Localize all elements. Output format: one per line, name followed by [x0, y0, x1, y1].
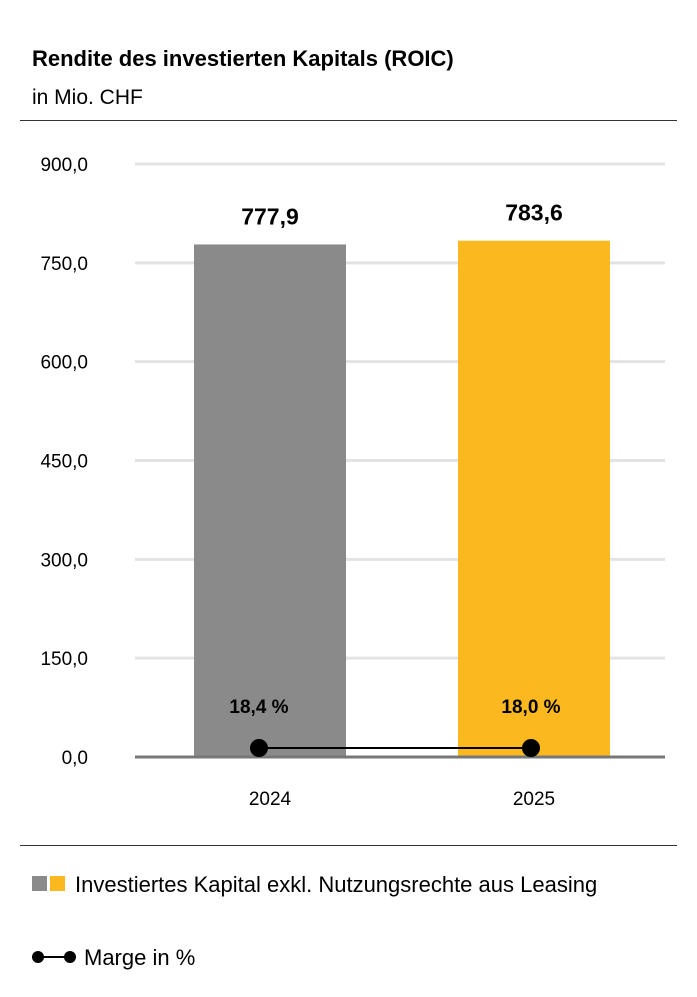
margin-label: 18,4 % [229, 697, 288, 718]
y-tick-label: 600,0 [40, 353, 88, 374]
chart-title: Rendite des investierten Kapitals (ROIC) [32, 46, 454, 71]
margin-line-series [250, 739, 540, 757]
y-axis-ticks: 0,0 150,0 300,0 450,0 600,0 750,0 900,0 [40, 155, 88, 769]
legend-swatch-gray [32, 876, 47, 891]
chart-subtitle: in Mio. CHF [32, 86, 143, 109]
margin-label: 18,0 % [501, 697, 560, 718]
margin-point-2025 [522, 739, 540, 757]
bar-2025 [458, 240, 610, 757]
x-tick-label: 2025 [513, 789, 555, 810]
y-tick-label: 300,0 [40, 550, 88, 571]
legend-line-label: Marge in % [84, 945, 196, 970]
legend-line: Marge in % [32, 945, 195, 971]
bar-value-label: 777,9 [241, 203, 299, 229]
roic-chart: 0,0 150,0 300,0 450,0 600,0 750,0 900,0 777,9 2… [40, 155, 665, 810]
x-tick-label: 2024 [249, 789, 292, 810]
y-tick-label: 750,0 [40, 254, 88, 275]
legend-bars: Investiertes Kapital exkl. Nutzungsrecht… [32, 868, 652, 902]
bar-value-label: 783,6 [505, 200, 563, 226]
legend-swatch-yellow [50, 876, 65, 891]
y-tick-label: 900,0 [40, 155, 88, 176]
y-tick-label: 0,0 [62, 748, 88, 769]
bottom-divider [20, 845, 677, 846]
y-tick-label: 150,0 [40, 649, 88, 670]
bar-2024 [194, 244, 346, 758]
data-labels: 777,9 2024 783,6 2025 18,4 % 18,0 % [229, 200, 562, 810]
bars [194, 240, 610, 758]
y-tick-label: 450,0 [40, 452, 88, 473]
legend-bars-label: Investiertes Kapital exkl. Nutzungsrecht… [75, 872, 598, 897]
line-marker-icon [32, 951, 76, 964]
top-divider [20, 120, 677, 121]
margin-point-2024 [250, 739, 268, 757]
